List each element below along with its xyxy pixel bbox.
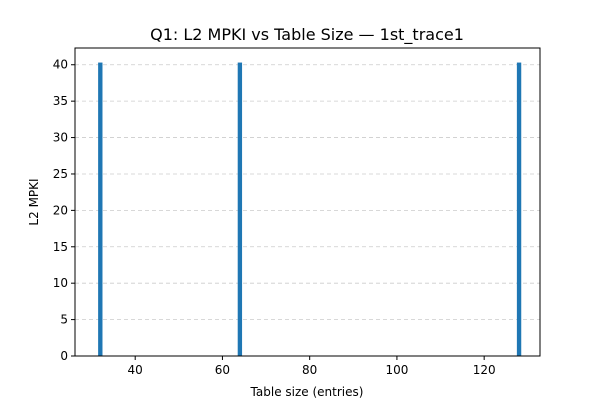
- x-tick-label: 40: [128, 363, 143, 377]
- x-tick-label: 80: [302, 363, 317, 377]
- x-tick-label: 100: [385, 363, 408, 377]
- y-axis-label: L2 MPKI: [27, 178, 41, 225]
- y-tick-label: 35: [53, 94, 68, 108]
- bars: [98, 62, 522, 356]
- bar: [516, 62, 522, 356]
- x-axis-label: Table size (entries): [250, 385, 364, 399]
- bar: [237, 62, 243, 356]
- y-tick-label: 15: [53, 240, 68, 254]
- y-tick-label: 20: [53, 203, 68, 217]
- chart-title: Q1: L2 MPKI vs Table Size — 1st_trace1: [150, 25, 464, 45]
- y-tick-label: 10: [53, 276, 68, 290]
- y-ticks: 0 5 10 15 20 25 30 35 40: [53, 58, 75, 363]
- x-tick-label: 120: [473, 363, 496, 377]
- y-tick-label: 5: [60, 313, 68, 327]
- y-tick-label: 0: [60, 349, 68, 363]
- y-tick-label: 40: [53, 58, 68, 72]
- x-tick-label: 60: [215, 363, 230, 377]
- grid-lines: [75, 64, 540, 357]
- x-ticks: 40 60 80 100 120: [128, 356, 496, 377]
- y-tick-label: 25: [53, 167, 68, 181]
- bar: [98, 62, 103, 356]
- plot-frame: [74, 47, 541, 357]
- y-tick-label: 30: [53, 131, 68, 145]
